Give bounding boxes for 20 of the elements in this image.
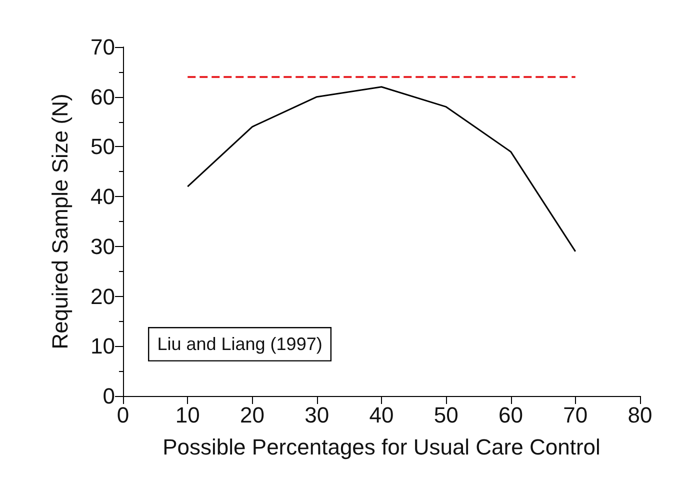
x-axis-title: Possible Percentages for Usual Care Control [162,434,600,460]
x-tick-label: 70 [563,402,588,428]
x-tick-label: 80 [628,402,652,428]
y-tick-label: 40 [90,184,115,210]
y-tick-label: 0 [102,384,115,408]
x-tick-label: 30 [304,402,330,428]
x-tick-label: 10 [175,402,200,428]
x-tick-label: 50 [434,402,458,428]
y-tick-label: 10 [90,334,115,359]
annotation: Liu and Liang (1997) [157,334,322,354]
x-tick-label: 60 [498,402,523,428]
x-tick-label: 40 [369,402,394,428]
y-tick-label: 50 [90,134,115,160]
y-tick-label: 30 [90,234,115,259]
line-series [186,86,576,252]
y-tick-label: 20 [90,284,115,309]
y-tick-label: 70 [90,34,115,60]
y-axis-title: Required Sample Size (N) [48,94,72,350]
y-tick-label: 60 [90,84,115,110]
x-tick-label: 20 [240,402,264,428]
